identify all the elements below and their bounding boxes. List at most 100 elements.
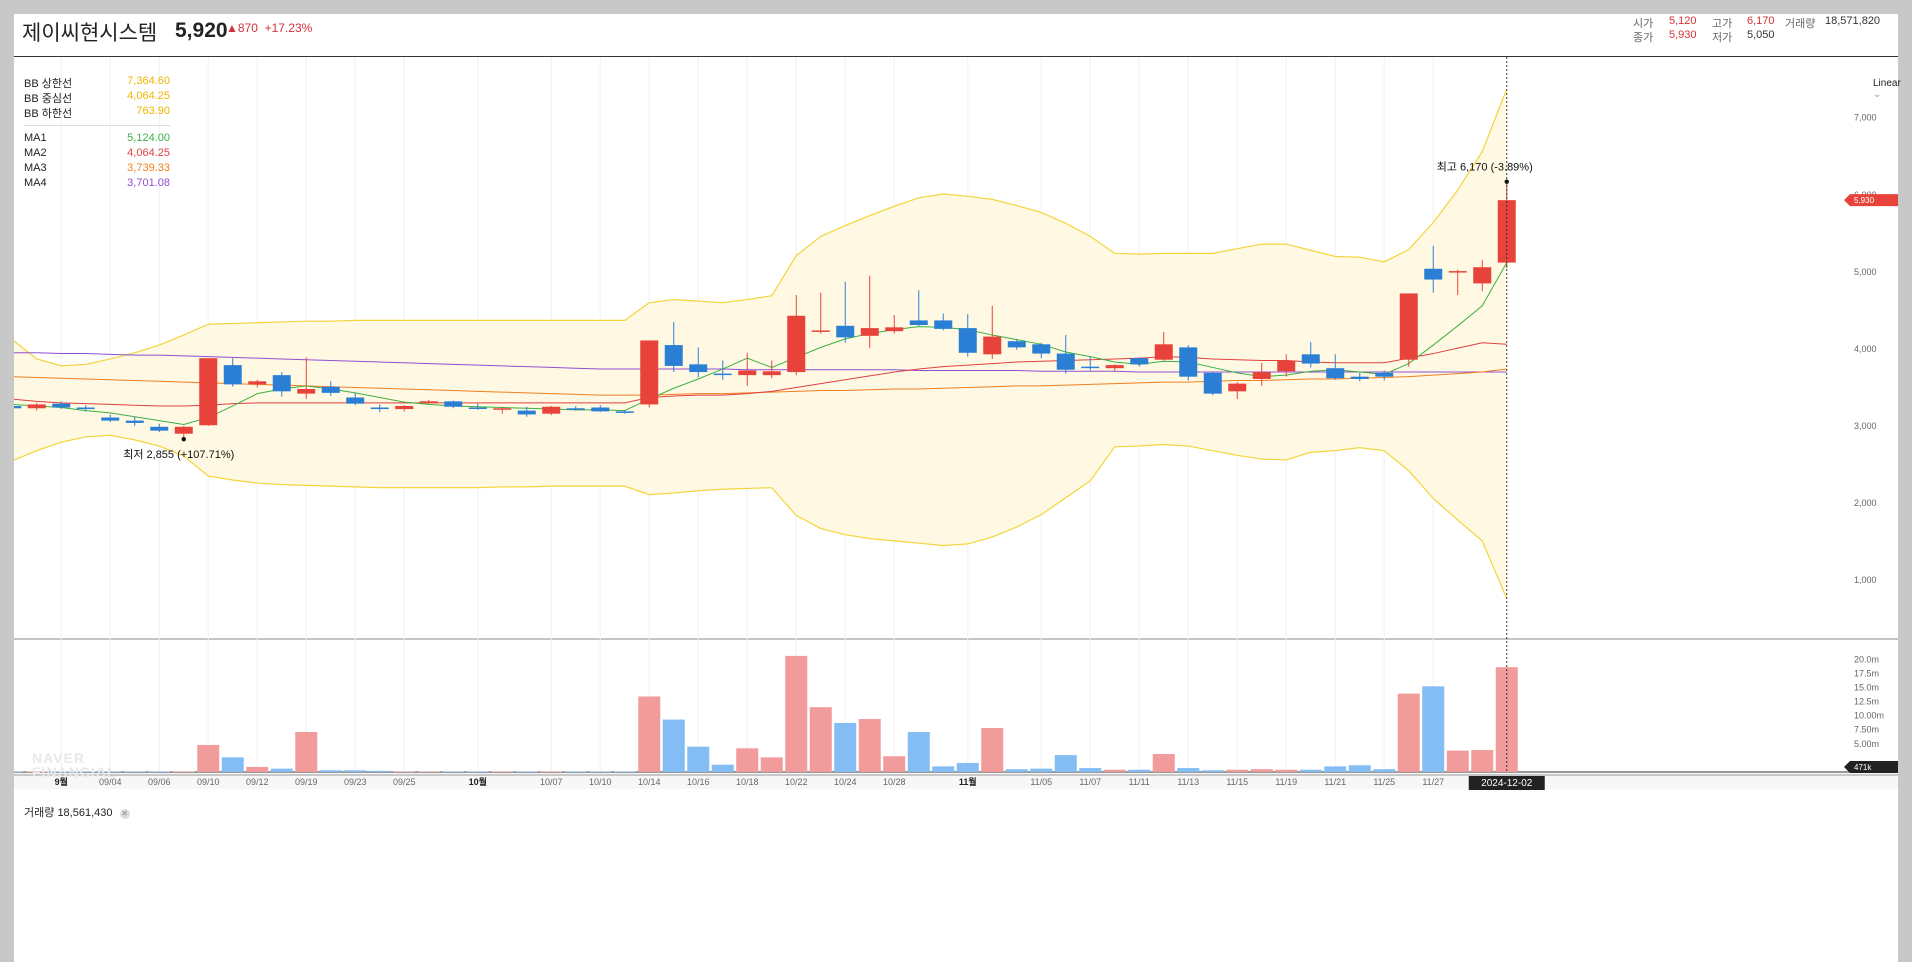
candle [1203, 372, 1222, 396]
scale-label: Linear [1873, 78, 1901, 89]
volume-bar [368, 770, 391, 772]
volume-bar [1495, 667, 1518, 772]
candle-body [1032, 344, 1051, 354]
volume-legend: 거래량 18,561,430 ✕ [24, 804, 130, 820]
volume-cursor-value: 471k [1854, 763, 1872, 772]
watermark-line: NAVER [32, 750, 85, 766]
volume-tick-label: 10.00m [1854, 711, 1884, 721]
volume-bar [74, 771, 97, 772]
candle [27, 402, 46, 411]
volume-bar [442, 771, 465, 772]
x-tick-label: 10/18 [736, 777, 759, 787]
candle [958, 314, 977, 357]
x-axis-band [14, 773, 1898, 789]
y-tick-label: 3,000 [1854, 421, 1877, 431]
candle [14, 405, 22, 409]
candle-body [885, 327, 904, 332]
x-tick-label: 10/07 [540, 777, 563, 787]
x-tick-label: 11/27 [1422, 777, 1444, 787]
candle-body [1105, 365, 1124, 369]
candle [370, 404, 389, 413]
candle-body [860, 328, 879, 336]
legend-ma2: MA2 4,064.25 [24, 147, 170, 162]
x-tick-label: 09/25 [393, 777, 416, 787]
candle-body [1203, 372, 1222, 394]
candle-body [591, 407, 610, 412]
volume-bar [1177, 768, 1200, 772]
close-icon[interactable]: ✕ [119, 809, 130, 819]
candle [272, 372, 291, 397]
candle-body [272, 375, 291, 392]
candle-body [1497, 200, 1516, 263]
volume-bar [1471, 750, 1494, 772]
candle [542, 405, 561, 416]
candle [934, 313, 953, 331]
stock-name: 제이씨현시스템 [22, 22, 158, 45]
candle-body [248, 381, 267, 385]
candle-body [174, 426, 193, 434]
crosshair-date: 2024-12-02 [1481, 778, 1533, 789]
candle-body [297, 389, 316, 394]
candle [1154, 331, 1173, 361]
legend-value: 3,739.33 [127, 162, 170, 174]
volume-bar [932, 766, 955, 772]
legend-label: MA2 [24, 147, 47, 159]
candle [199, 358, 218, 427]
volume-bar [540, 771, 563, 772]
volume-bar [785, 655, 808, 772]
candle [664, 321, 683, 373]
x-tick-label: 09/06 [148, 777, 171, 787]
x-tick-label: 10/22 [785, 777, 808, 787]
legend-label: BB 하한선 [24, 108, 73, 120]
candle-body [983, 336, 1002, 355]
candle-body [1056, 353, 1075, 370]
volume-tick-label: 17.5m [1854, 668, 1879, 678]
stock-header: 제이씨현시스템 5,920 ▲870 +17.23% 시가 5,120 고가 6… [14, 14, 1898, 57]
volume-bar [1054, 755, 1077, 772]
indicator-legend: BB 상한선 7,364.60 BB 중심선 4,064.25 BB 하한선 763.… [24, 75, 170, 192]
volume-bar [466, 771, 489, 772]
volume-bar [1201, 770, 1224, 772]
volume-value: 18,571,820 [1825, 15, 1881, 27]
x-tick-label: 10/24 [834, 777, 857, 787]
high-value: 6,170 [1747, 15, 1775, 27]
x-tick-label: 9월 [55, 776, 68, 787]
candle-body [542, 406, 561, 414]
candle [174, 426, 193, 438]
candle [248, 379, 267, 388]
legend-value: 763.90 [136, 105, 170, 117]
x-tick-label: 11/05 [1030, 777, 1052, 787]
volume-bar [1299, 769, 1322, 772]
x-tick-label: 11/25 [1373, 777, 1395, 787]
legend-label: MA1 [24, 132, 47, 144]
watermark-logo: NAVER FINANCIAL [32, 751, 116, 779]
candle [1326, 354, 1345, 380]
x-tick-label: 11/13 [1177, 777, 1199, 787]
candle [591, 405, 610, 413]
chevron-down-icon: ⌄ [1873, 89, 1882, 100]
volume-bar [834, 722, 857, 772]
volume-bar [491, 771, 514, 772]
candle [1228, 382, 1247, 400]
candle [566, 405, 585, 411]
x-tick-label: 11/19 [1275, 777, 1297, 787]
candle [983, 305, 1002, 359]
candle-body [27, 404, 46, 409]
candle-body [1473, 267, 1492, 284]
watermark-line: FINANCIAL [32, 764, 117, 780]
scale-selector[interactable]: Linear ⌄ [1873, 78, 1901, 100]
candle-body [1179, 347, 1198, 377]
candle-body [1326, 368, 1345, 379]
ma2-line [14, 342, 1507, 407]
price-change: ▲870 +17.23% [226, 21, 312, 35]
candle-body [1130, 358, 1149, 365]
candle [395, 405, 414, 412]
candle [860, 275, 879, 349]
price-chart[interactable]: 1,0002,0003,0004,0005,0006,0007,0005.00m… [14, 14, 1898, 962]
candle [640, 340, 659, 408]
candle-body [1399, 293, 1418, 360]
candle-body [395, 405, 414, 410]
volume-bar [1422, 686, 1445, 772]
candle-body [1448, 271, 1467, 273]
crosshair-date-bg [1468, 776, 1545, 790]
